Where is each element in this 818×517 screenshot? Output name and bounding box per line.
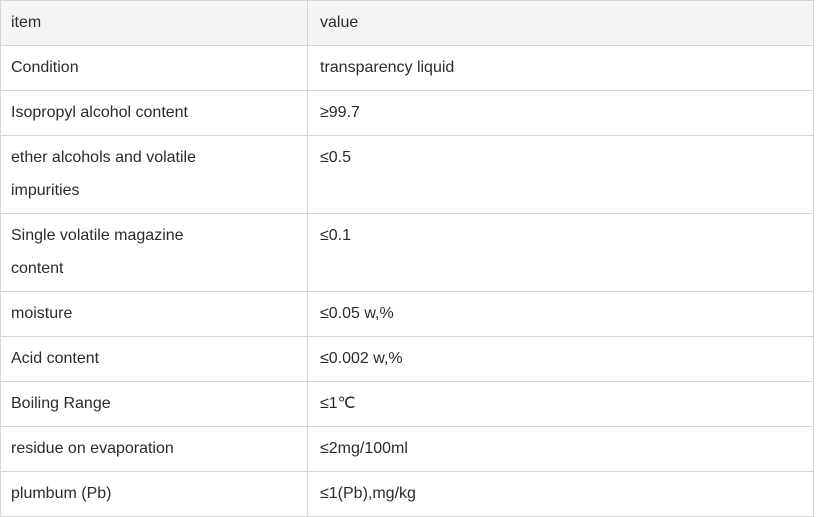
item-cell-text: Acid content xyxy=(11,350,100,367)
item-cell-text: ether alcohols and volatile impurities xyxy=(11,149,197,199)
item-cell-text: Condition xyxy=(11,59,79,76)
table-row: moisture ≤0.05 w,% xyxy=(0,291,814,337)
table-row: residue on evaporation ≤2mg/100ml xyxy=(0,426,814,472)
table-row: Boiling Range ≤1℃ xyxy=(0,381,814,427)
value-cell: ≤1(Pb),mg/kg xyxy=(307,471,814,517)
value-cell: ≤1℃ xyxy=(307,381,814,427)
value-cell: ≥99.7 xyxy=(307,90,814,136)
item-cell: residue on evaporation xyxy=(0,426,308,472)
item-cell: Boiling Range xyxy=(0,381,308,427)
item-cell-text: Isopropyl alcohol content xyxy=(11,104,188,121)
table-row: Single volatile magazine content ≤0.1 xyxy=(0,213,814,292)
value-cell: ≤2mg/100ml xyxy=(307,426,814,472)
item-cell: Acid content xyxy=(0,336,308,382)
item-cell: Single volatile magazine content xyxy=(0,213,308,292)
item-cell-text: residue on evaporation xyxy=(11,440,174,457)
item-cell: Condition xyxy=(0,45,308,91)
table-header-row: item value xyxy=(0,0,814,46)
table-row: Condition transparency liquid xyxy=(0,45,814,91)
value-cell: ≤0.1 xyxy=(307,213,814,292)
item-cell-text: moisture xyxy=(11,305,73,322)
column-header-value: value xyxy=(307,0,814,46)
table-row: Acid content ≤0.002 w,% xyxy=(0,336,814,382)
value-cell: ≤0.002 w,% xyxy=(307,336,814,382)
item-cell: ether alcohols and volatile impurities xyxy=(0,135,308,214)
table-row: ether alcohols and volatile impurities ≤… xyxy=(0,135,814,214)
value-cell: transparency liquid xyxy=(307,45,814,91)
value-cell: ≤0.5 xyxy=(307,135,814,214)
table-row: plumbum (Pb) ≤1(Pb),mg/kg xyxy=(0,471,814,517)
item-cell: moisture xyxy=(0,291,308,337)
item-cell: Isopropyl alcohol content xyxy=(0,90,308,136)
item-cell-text: plumbum (Pb) xyxy=(11,485,112,502)
value-cell: ≤0.05 w,% xyxy=(307,291,814,337)
item-cell: plumbum (Pb) xyxy=(0,471,308,517)
table-row: Isopropyl alcohol content ≥99.7 xyxy=(0,90,814,136)
column-header-item: item xyxy=(0,0,308,46)
item-cell-text: Boiling Range xyxy=(11,395,111,412)
item-cell-text: Single volatile magazine content xyxy=(11,227,184,277)
